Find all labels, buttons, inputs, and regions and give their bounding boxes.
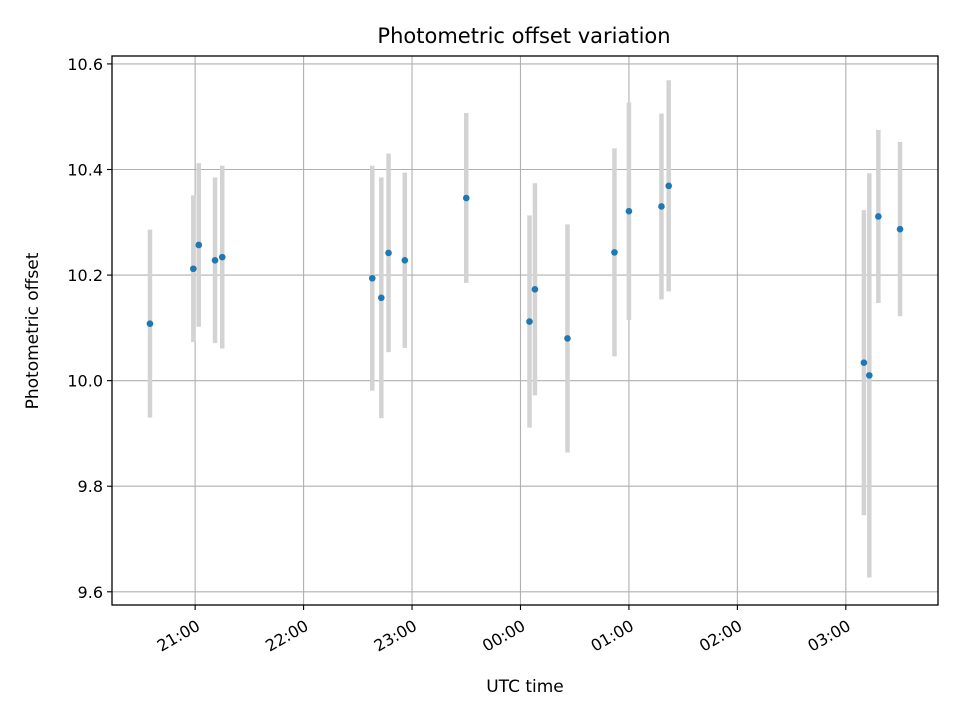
y-tick-label: 10.6	[67, 55, 103, 74]
data-point	[462, 194, 470, 202]
data-point	[195, 241, 203, 249]
data-point	[531, 286, 539, 293]
data-point	[875, 213, 882, 220]
data-point	[611, 249, 618, 256]
y-tick-label: 10.4	[67, 160, 103, 179]
y-axis-ticks: 9.6 9.8 10.0 10.2 10.4 10.6	[67, 55, 112, 602]
data-point	[526, 318, 533, 325]
data-point	[218, 253, 226, 261]
data-point	[211, 256, 219, 264]
plot-frame	[111, 55, 939, 606]
data-point	[385, 249, 392, 257]
data-point	[564, 335, 571, 342]
grid	[112, 56, 938, 605]
y-tick-label: 10.0	[67, 372, 103, 391]
data-point	[146, 320, 154, 327]
chart-title: Photometric offset variation	[377, 24, 670, 48]
data-point	[665, 182, 672, 190]
y-tick-label: 9.8	[78, 477, 103, 496]
data-point	[190, 265, 197, 273]
x-axis-label: UTC time	[486, 677, 564, 697]
y-tick-label: 10.2	[67, 266, 103, 285]
data-point	[368, 274, 376, 282]
data-point	[658, 203, 665, 210]
data-point	[860, 359, 868, 367]
data-point	[378, 294, 385, 302]
data-point	[866, 372, 873, 379]
data-point	[625, 207, 633, 215]
data-points	[146, 182, 904, 379]
data-point	[896, 225, 904, 233]
y-tick-label: 9.6	[78, 583, 103, 602]
data-point	[401, 256, 409, 264]
y-axis-label: Photometric offset	[23, 252, 43, 409]
